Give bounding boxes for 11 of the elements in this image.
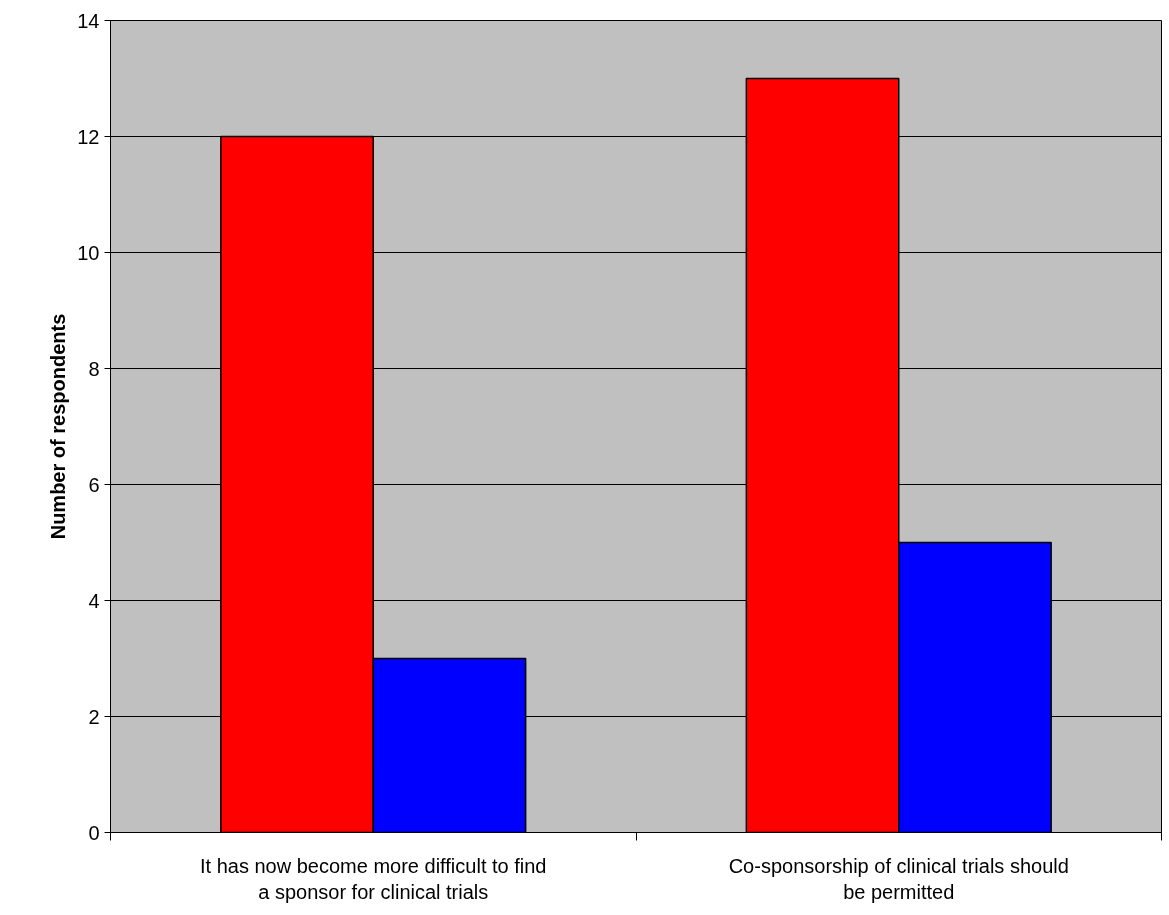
y-tick-label: 0 bbox=[88, 821, 100, 844]
y-tick-label: 8 bbox=[88, 357, 100, 380]
x-tick-label: It has now become more difficult to find a sponsor for clinical trials bbox=[200, 854, 547, 903]
y-axis-title: Number of respondents bbox=[47, 313, 70, 540]
y-tick-label: 6 bbox=[88, 473, 100, 496]
x-tick-label: Co-sponsorship of clinical trials should be permitted bbox=[728, 854, 1069, 903]
y-tick-label: 4 bbox=[88, 589, 100, 612]
y-tick-label: 10 bbox=[77, 241, 100, 264]
y-tick-label: 2 bbox=[88, 705, 100, 728]
y-tick-label: 12 bbox=[77, 125, 100, 148]
y-tick-label: 14 bbox=[77, 9, 100, 32]
